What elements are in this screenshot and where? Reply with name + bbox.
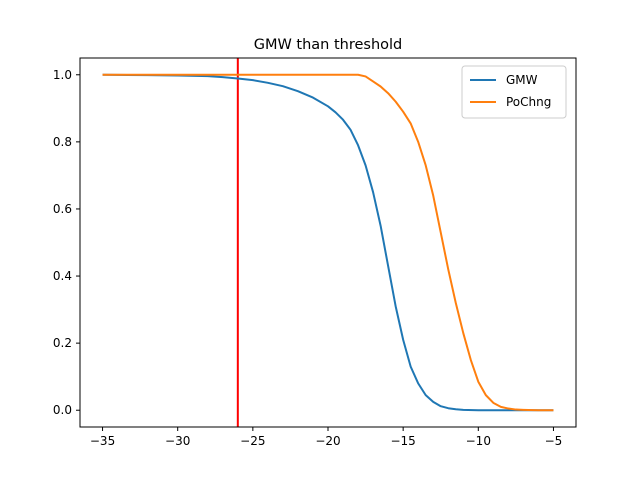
x-tick-label: −30 <box>165 434 190 448</box>
y-tick-label: 0.0 <box>53 403 72 417</box>
x-tick-label: −20 <box>315 434 340 448</box>
legend-label-gmw: GMW <box>506 73 538 87</box>
y-tick-label: 0.6 <box>53 202 72 216</box>
y-tick-label: 0.8 <box>53 135 72 149</box>
x-tick-label: −35 <box>90 434 115 448</box>
legend-label-pochng: PoChng <box>506 95 551 109</box>
y-tick-label: 0.4 <box>53 269 72 283</box>
y-tick-label: 1.0 <box>53 68 72 82</box>
x-axis: −35 −30 −25 −20 −15 −10 −5 <box>90 427 562 448</box>
series-lines <box>102 73 554 412</box>
y-axis: 0.0 0.2 0.4 0.6 0.8 1.0 <box>53 68 80 417</box>
y-tick-label: 0.2 <box>53 336 72 350</box>
x-tick-label: −25 <box>240 434 265 448</box>
chart-title: GMW than threshold <box>254 37 403 53</box>
x-tick-label: −5 <box>545 434 563 448</box>
series-line-pochng <box>102 73 554 412</box>
legend: GMW PoChng <box>461 65 567 119</box>
x-tick-label: −10 <box>466 434 491 448</box>
series-line-gmw <box>102 73 554 412</box>
x-tick-label: −15 <box>390 434 415 448</box>
